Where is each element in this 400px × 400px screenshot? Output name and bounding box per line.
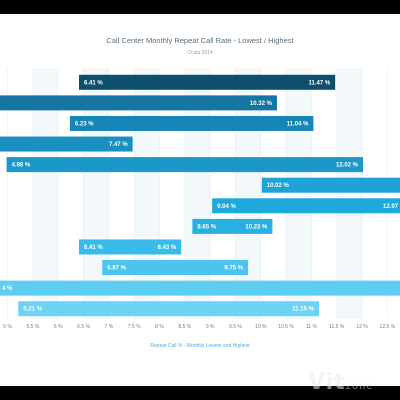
range-bar — [0, 136, 133, 152]
range-bar — [78, 239, 182, 255]
chart-title: Call Center Monthly Repeat Call Rate - L… — [106, 36, 294, 45]
bar-high-label: 10.32 % — [250, 101, 273, 107]
bar-low-label: 10.02 % — [267, 183, 290, 189]
x-tick-label: 9.5 % — [229, 324, 242, 330]
watermark-main: Vit — [308, 370, 346, 395]
bar-high-label: 12.97 — [383, 204, 399, 210]
bar-high-label: 9.75 % — [224, 266, 243, 272]
bar-low-label: 6.87 % — [107, 266, 126, 272]
x-tick-label: 7 % — [105, 324, 114, 330]
range-bar — [212, 198, 400, 214]
x-tick-label: 5 % — [3, 324, 12, 330]
x-tick-label: 5.5 % — [27, 324, 40, 330]
range-bar — [0, 95, 277, 111]
range-bar — [78, 74, 336, 90]
x-tick-label: 11 % — [306, 324, 318, 330]
x-tick-label: 9 % — [206, 324, 215, 330]
bar-high-label: 10.23 % — [245, 224, 268, 230]
bar-high-label: 11.47 % — [309, 80, 331, 86]
x-tick-label: 6 % — [54, 324, 63, 330]
x-tick-label: 12.5 % — [380, 324, 396, 330]
bar-low-label: 6.23 % — [75, 121, 94, 127]
bar-high-label: 11.04 % — [287, 121, 309, 127]
grid-band — [286, 68, 312, 319]
x-tick-label: 8.5 % — [178, 324, 191, 330]
range-bar — [102, 260, 249, 276]
bar-low-label: 6.41 % — [84, 245, 103, 251]
bar-high-label: 7.47 % — [109, 142, 128, 148]
bar-low-label: 5.21 % — [23, 307, 42, 313]
x-tick-label: 10.5 % — [278, 324, 294, 330]
chart-subtitle: Ocala 2014 — [187, 50, 213, 56]
x-tick-label: 6.5 % — [77, 324, 90, 330]
range-bar — [261, 177, 400, 193]
bar-low-label: 6.41 % — [84, 80, 103, 86]
x-tick-label: 11.5 % — [329, 324, 345, 330]
x-axis-title: Repeat Call % - Monthly Lowest and Highe… — [150, 343, 250, 349]
x-tick-label: 10 % — [255, 324, 267, 330]
bar-high-label: 12.02 % — [336, 163, 359, 169]
x-tick-label: 12 % — [356, 324, 368, 330]
watermark-suffix: zone — [345, 381, 374, 392]
range-bar — [192, 218, 273, 234]
bar-high-label: 8.43 % — [158, 245, 177, 251]
range-bar — [6, 157, 364, 173]
x-tick-label: 7.5 % — [128, 324, 141, 330]
bar-low-label: 9.04 % — [217, 204, 236, 210]
x-tick-label: 8 % — [155, 324, 164, 330]
grid-band — [336, 68, 363, 319]
range-bar — [0, 280, 400, 296]
bar-high-label: 11.15 % — [292, 307, 314, 313]
watermark-logo: Vitzone — [308, 370, 374, 395]
bar-low-label: 8.65 % — [197, 224, 216, 230]
bar-low-label: 4 % — [2, 286, 13, 292]
bar-low-label: 4.98 % — [12, 163, 31, 169]
range-bar — [18, 301, 319, 317]
range-bar — [69, 115, 314, 131]
